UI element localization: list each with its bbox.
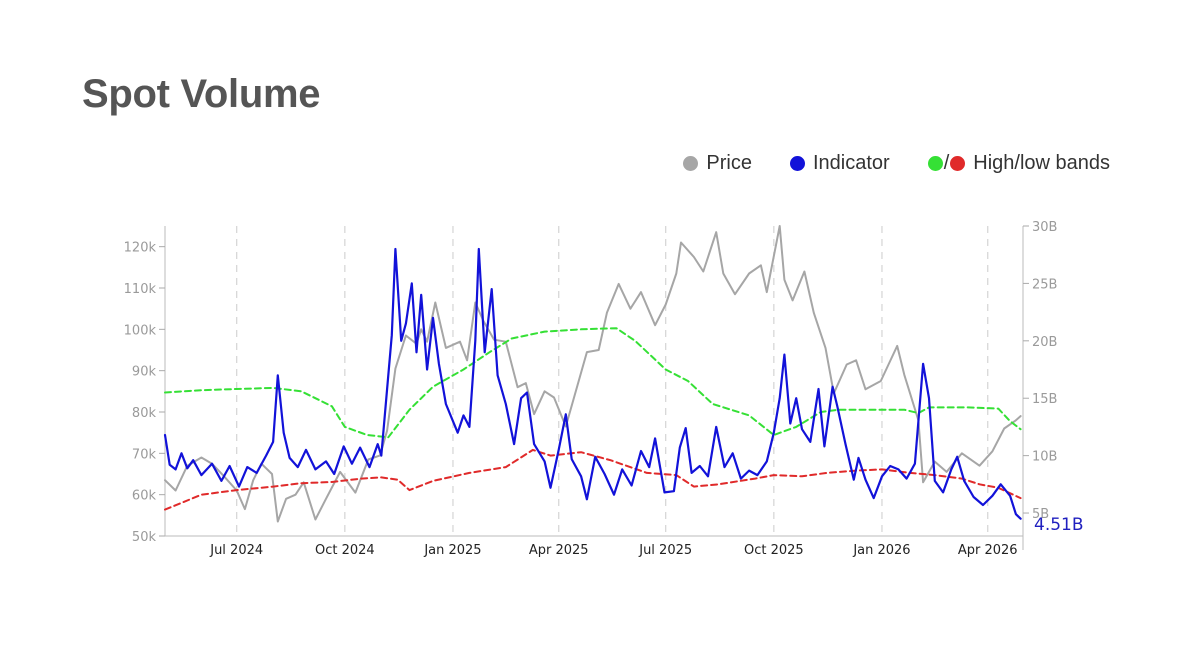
right-tick-label: 30B [1032, 220, 1057, 235]
chart-legend: Price Indicator / High/low bands [683, 152, 1110, 175]
left-tick-label: 100k [124, 323, 157, 338]
left-tick-label: 90k [132, 365, 157, 380]
legend-low-band-marker [950, 156, 966, 171]
series-line-high-band [164, 327, 1022, 439]
legend-item-indicator[interactable]: Indicator [789, 152, 890, 175]
x-tick-label: Oct 2025 [744, 543, 804, 558]
right-tick-label: 15B [1032, 392, 1057, 407]
right-tick-label: 20B [1032, 335, 1057, 350]
legend-item-bands[interactable]: / High/low bands [927, 152, 1110, 175]
series-line-indicator [163, 247, 1022, 520]
legend-price-label: Price [706, 152, 752, 174]
last-value-label: 4.51B [1034, 515, 1084, 535]
legend-indicator-label: Indicator [812, 152, 890, 174]
legend-price-marker [683, 156, 699, 171]
x-tick-label: Oct 2024 [315, 543, 375, 558]
x-tick-label: Jan 2025 [423, 543, 481, 558]
legend-item-price[interactable]: Price [683, 152, 752, 175]
legend-bands-label: High/low bands [973, 152, 1110, 174]
series-line-low-band [164, 448, 1022, 511]
right-tick-label: 5B [1032, 507, 1049, 522]
left-tick-label: 60k [132, 489, 157, 504]
x-tick-label: Apr 2025 [529, 543, 589, 558]
x-tick-label: Jul 2024 [209, 543, 263, 558]
series-line-price [164, 225, 1022, 523]
left-tick-label: 50k [132, 530, 157, 545]
right-tick-label: 10B [1032, 450, 1057, 465]
left-tick-label: 70k [132, 447, 157, 462]
x-tick-label: Jan 2026 [852, 543, 910, 558]
legend-indicator-marker [789, 156, 805, 171]
page-title: Spot Volume [82, 72, 321, 116]
left-tick-label: 110k [124, 282, 157, 297]
legend-high-band-marker [927, 156, 943, 171]
left-tick-label: 80k [132, 406, 157, 421]
right-tick-label: 25B [1032, 277, 1057, 292]
x-tick-label: Apr 2026 [958, 543, 1018, 558]
left-tick-label: 120k [124, 241, 157, 256]
x-tick-label: Jul 2025 [638, 543, 692, 558]
